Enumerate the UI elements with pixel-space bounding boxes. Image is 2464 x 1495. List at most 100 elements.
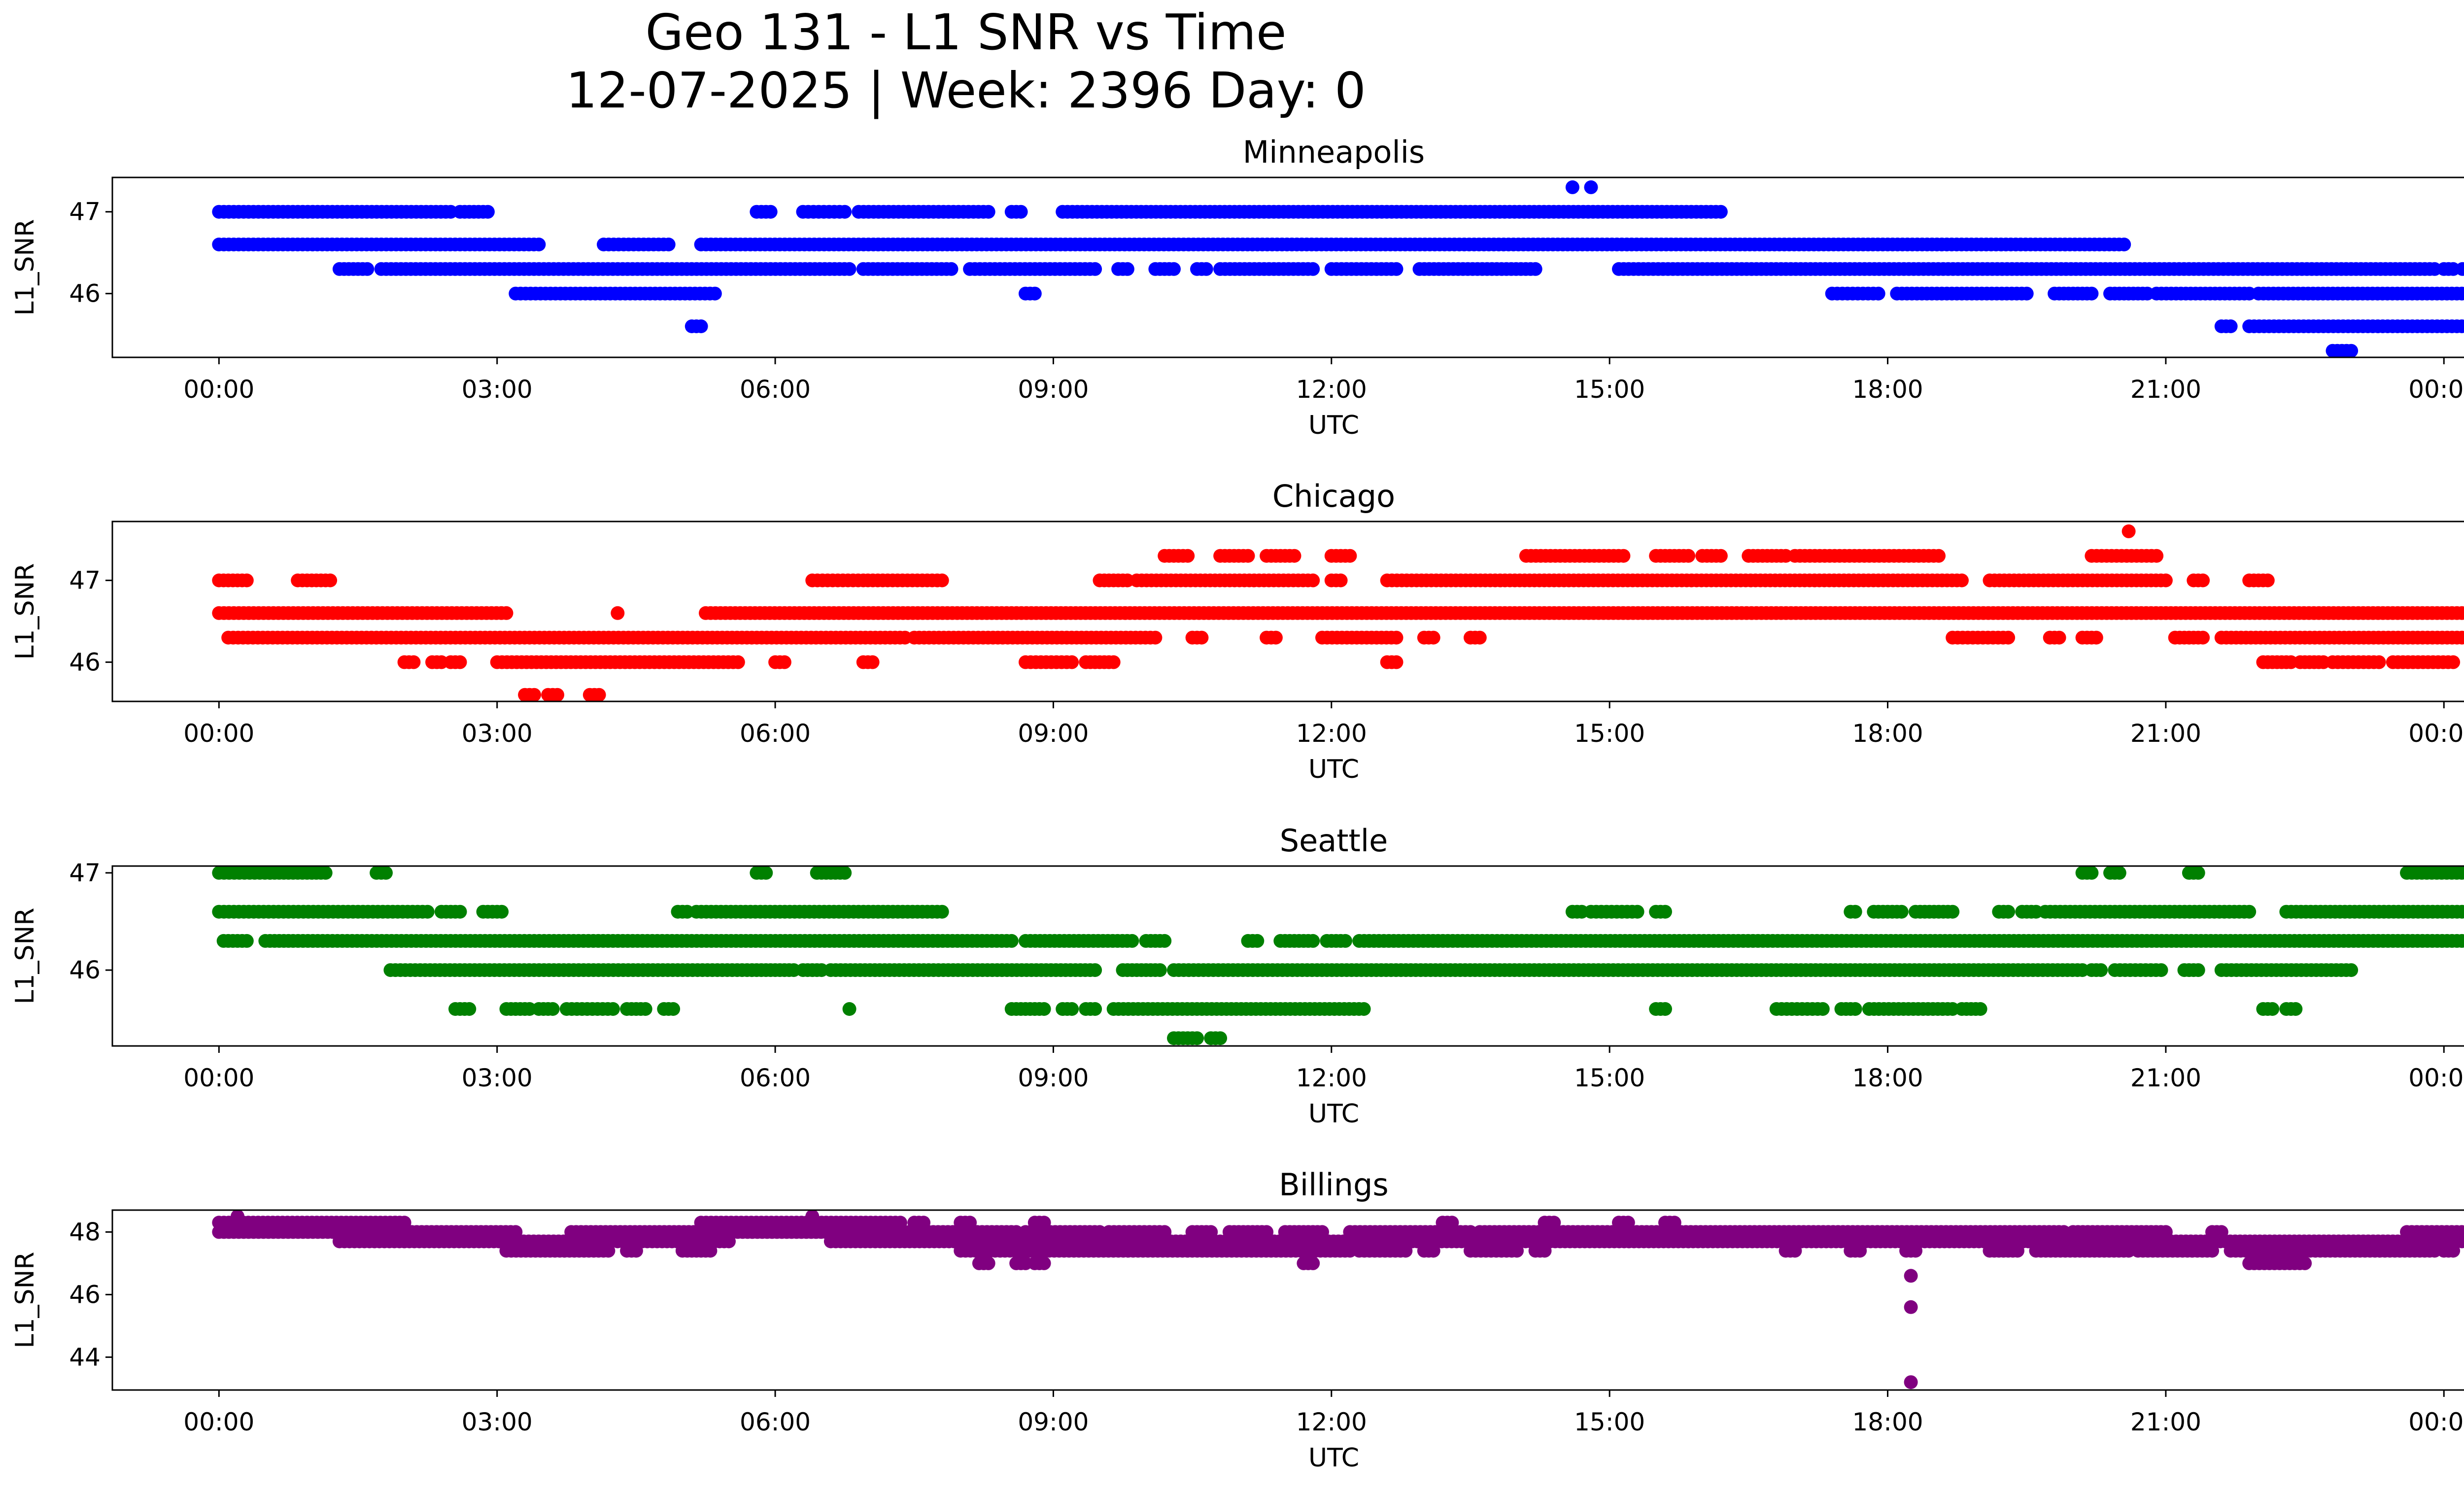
data-point xyxy=(1973,1002,1987,1016)
data-point xyxy=(1713,205,1728,219)
data-point xyxy=(1389,262,1403,276)
data-point xyxy=(1181,549,1195,563)
data-point xyxy=(2298,1256,2312,1270)
data-point xyxy=(731,655,745,669)
data-point xyxy=(453,655,467,669)
x-tick-label: 09:00 xyxy=(1018,375,1089,404)
x-tick-label: 09:00 xyxy=(1018,719,1089,748)
data-point xyxy=(935,573,949,588)
data-point xyxy=(1955,573,1969,588)
x-tick-label: 21:00 xyxy=(2130,719,2201,748)
y-tick-label: 46 xyxy=(69,956,101,984)
data-point xyxy=(981,1256,995,1270)
subplot-title: Seattle xyxy=(1280,823,1388,859)
x-tick-label: 18:00 xyxy=(1852,375,1923,404)
x-tick-label: 00:00 xyxy=(2408,375,2464,404)
data-point xyxy=(546,1002,560,1016)
data-point xyxy=(2085,866,2099,880)
data-point xyxy=(2112,866,2126,880)
subplot-title: Chicago xyxy=(1272,478,1395,514)
data-point xyxy=(842,1002,856,1016)
x-tick-label: 00:00 xyxy=(183,375,254,404)
data-point xyxy=(1510,1244,1524,1258)
data-point xyxy=(2001,904,2016,919)
x-axis-label: UTC xyxy=(1308,1099,1359,1129)
data-point xyxy=(865,655,880,669)
data-point xyxy=(1241,549,1255,563)
data-point xyxy=(2260,573,2275,588)
data-point xyxy=(2265,1002,2280,1016)
data-point xyxy=(1167,262,1181,276)
data-point xyxy=(2460,1235,2464,1248)
y-tick-label: 47 xyxy=(69,859,101,887)
data-point xyxy=(1853,1244,1867,1258)
x-tick-label: 15:00 xyxy=(1574,375,1645,404)
data-point xyxy=(2089,630,2103,645)
data-point xyxy=(2460,607,2464,620)
y-tick-label: 44 xyxy=(69,1343,101,1371)
x-tick-label: 00:00 xyxy=(2408,1408,2464,1436)
data-point xyxy=(1399,1244,1413,1258)
y-tick-label: 47 xyxy=(69,566,101,594)
y-tick-label: 48 xyxy=(69,1217,101,1246)
x-tick-label: 15:00 xyxy=(1574,1408,1645,1436)
scatter-series xyxy=(212,1210,2464,1390)
data-point xyxy=(2242,904,2257,919)
data-point xyxy=(2460,905,2464,918)
data-point xyxy=(2191,866,2205,880)
figure-title-line2: 12-07-2025 | Week: 2396 Day: 0 xyxy=(566,62,1366,119)
data-point xyxy=(777,655,791,669)
data-point xyxy=(1250,934,1265,948)
data-point xyxy=(1894,904,1909,919)
x-tick-label: 06:00 xyxy=(740,719,811,748)
data-point xyxy=(2460,935,2464,947)
data-point xyxy=(2446,1244,2461,1258)
data-point xyxy=(420,904,435,919)
data-point xyxy=(666,1002,681,1016)
data-point xyxy=(1904,1300,1918,1314)
data-point xyxy=(2460,287,2464,300)
data-point xyxy=(2052,630,2066,645)
data-point xyxy=(495,904,509,919)
data-point xyxy=(1565,180,1579,194)
y-tick-label: 46 xyxy=(69,648,101,676)
data-point xyxy=(453,904,467,919)
data-point xyxy=(629,1244,643,1258)
x-tick-label: 12:00 xyxy=(1296,719,1367,748)
data-point xyxy=(1713,549,1728,563)
data-point xyxy=(1658,904,1672,919)
x-tick-label: 06:00 xyxy=(740,1408,811,1436)
data-point xyxy=(379,866,393,880)
data-point xyxy=(1306,573,1320,588)
x-tick-label: 21:00 xyxy=(2130,1064,2201,1092)
data-point xyxy=(805,1210,820,1223)
data-point xyxy=(1195,630,1209,645)
data-point xyxy=(360,262,375,276)
y-axis-label: L1_SNR xyxy=(10,907,40,1004)
x-tick-label: 12:00 xyxy=(1296,1064,1367,1092)
data-point xyxy=(2154,963,2168,977)
data-point xyxy=(592,688,606,701)
y-axis-label: L1_SNR xyxy=(10,219,40,315)
data-point xyxy=(1472,630,1487,645)
data-point xyxy=(2158,573,2173,588)
data-point xyxy=(2460,631,2464,644)
data-point xyxy=(2191,963,2205,977)
data-point xyxy=(532,238,546,251)
data-point xyxy=(2010,1244,2024,1258)
data-point xyxy=(1343,549,1357,563)
y-axis-label: L1_SNR xyxy=(10,1252,40,1348)
data-point xyxy=(1153,963,1167,977)
x-tick-label: 00:00 xyxy=(2408,719,2464,748)
data-point xyxy=(2344,963,2359,977)
data-point xyxy=(2372,655,2386,669)
data-point xyxy=(1287,549,1301,563)
data-point xyxy=(2117,238,2131,251)
data-point xyxy=(1190,1031,1204,1045)
data-point xyxy=(1065,655,1079,669)
